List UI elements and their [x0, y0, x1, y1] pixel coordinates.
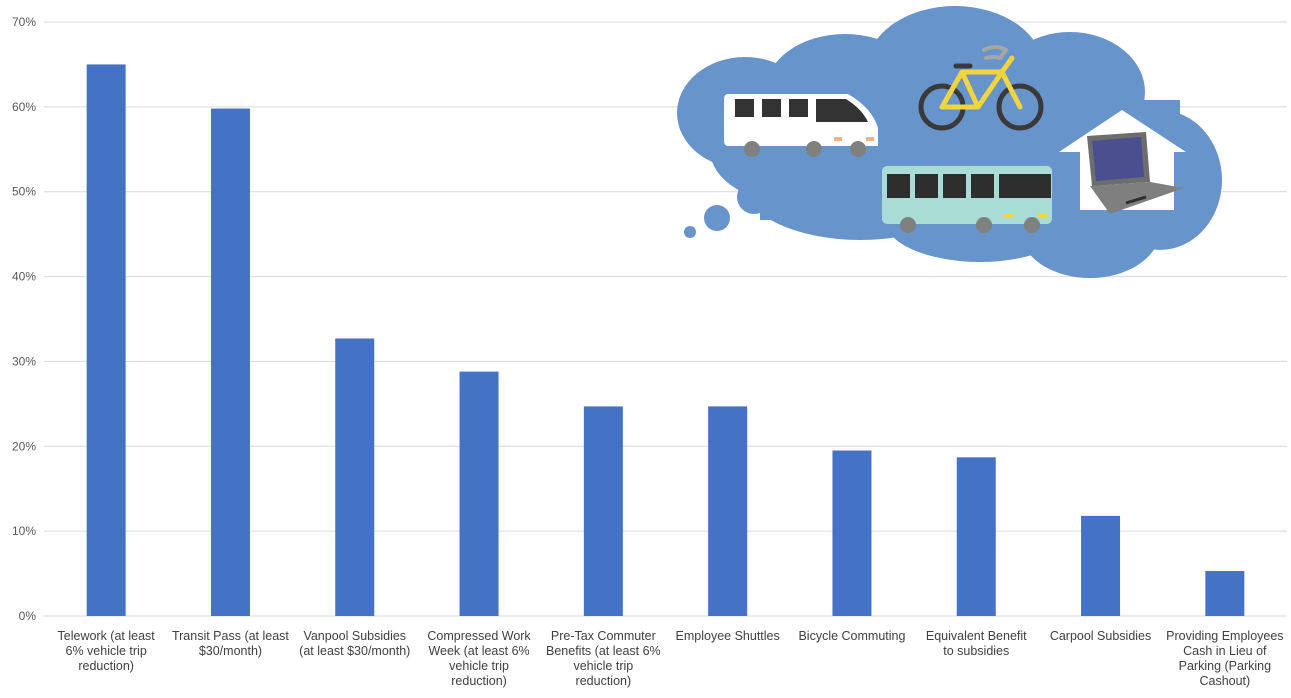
x-tick-label: Compressed Work Week (at least 6% vehicle … [427, 629, 531, 688]
bar [459, 371, 499, 616]
y-tick-label: 0% [19, 609, 37, 623]
x-tick-label: Carpool Subsidies [1050, 629, 1151, 643]
x-axis-labels: Telework (at least 6% vehicle trip reducti… [58, 629, 1284, 688]
x-tick-label: Transit Pass (at least $30/month) [172, 629, 289, 658]
bar [956, 457, 996, 616]
bar [708, 406, 748, 616]
y-tick-label: 70% [12, 15, 36, 29]
x-tick-label: Bicycle Commuting [798, 629, 905, 643]
x-tick-label: Vanpool Subsidies (at least $30/month) [299, 629, 410, 658]
x-tick-label: Telework (at least 6% vehicle trip reducti… [58, 629, 156, 673]
y-tick-label: 60% [12, 100, 36, 114]
y-tick-label: 30% [12, 354, 36, 368]
laptop-home-icon [1059, 110, 1186, 214]
bar [1205, 571, 1245, 616]
van-icon [724, 94, 878, 157]
y-tick-label: 10% [12, 524, 36, 538]
x-tick-label: Equivalent Benefit to subsidies [926, 629, 1027, 658]
y-axis-ticks: 0% 10% 20% 30% 40% 50% 60% 70% [12, 15, 36, 623]
bars [86, 64, 1245, 616]
bar [832, 450, 872, 616]
x-tick-label: Employee Shuttles [676, 629, 780, 643]
y-tick-label: 50% [12, 185, 36, 199]
bar [86, 64, 126, 616]
bus-icon [882, 166, 1052, 233]
x-tick-label: Pre-Tax Commuter Benefits (at least 6% veh… [546, 629, 661, 688]
x-tick-label: Providing Employees Cash in Lieu of Parkin… [1166, 629, 1283, 688]
bar [583, 406, 623, 616]
bar [335, 338, 375, 616]
y-tick-label: 40% [12, 270, 36, 284]
bar [210, 108, 250, 616]
gridlines [44, 21, 1287, 617]
bar [1081, 515, 1121, 616]
y-tick-label: 20% [12, 439, 36, 453]
bicycle-icon [918, 45, 1044, 131]
